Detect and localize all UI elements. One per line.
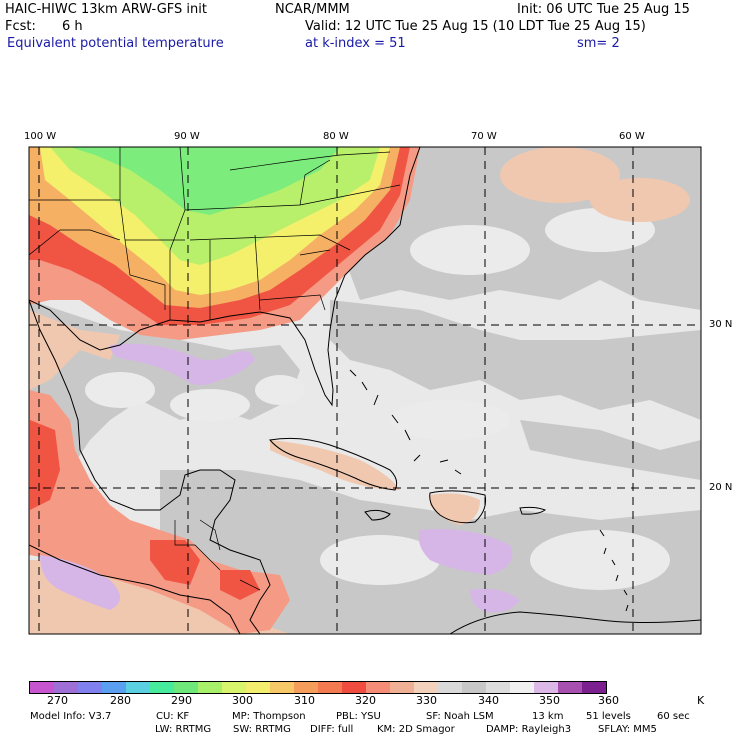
forecast-hour: 6 h [62, 19, 83, 34]
footer-pbl: PBL: YSU [336, 711, 381, 722]
colorbar-label-310: 310 [294, 694, 315, 707]
lat-label-20n: 20 N [709, 482, 733, 493]
footer-lw: LW: RRTMG [155, 724, 212, 735]
colorbar-label-300: 300 [232, 694, 253, 707]
colorbar-label-270: 270 [47, 694, 68, 707]
colorbar-label-340: 340 [478, 694, 499, 707]
colorbar-cell [414, 682, 438, 693]
organization: NCAR/MMM [275, 2, 350, 17]
forecast-label: Fcst: [5, 19, 36, 34]
footer-km: KM: 2D Smagor [377, 724, 455, 735]
colorbar-cell [246, 682, 270, 693]
coastlines [29, 147, 701, 634]
footer-timestep: 60 sec [657, 711, 690, 722]
colorbar-cell [150, 682, 174, 693]
state-borders [29, 147, 401, 320]
footer-sw: SW: RRTMG [233, 724, 291, 735]
colorbar-cell [30, 682, 54, 693]
colorbar-cell [294, 682, 318, 693]
colorbar-cell [318, 682, 342, 693]
lavender-field [40, 343, 520, 613]
footer-mp: MP: Thompson [232, 711, 306, 722]
colorbar-unit: K [697, 694, 705, 707]
colorbar-cell [126, 682, 150, 693]
us-land-field [29, 147, 420, 340]
colorbar-cell [174, 682, 198, 693]
model-title: HAIC-HIWC 13km ARW-GFS init [5, 2, 207, 17]
footer-levels: 51 levels [586, 711, 631, 722]
colorbar-label-330: 330 [416, 694, 437, 707]
footer-diff: DIFF: full [310, 724, 354, 735]
ocean-light-patches [85, 208, 670, 590]
lon-label-90w: 90 W [174, 131, 200, 142]
footer-cu: CU: KF [156, 711, 190, 722]
colorbar-cell [390, 682, 414, 693]
valid-time: Valid: 12 UTC Tue 25 Aug 15 (10 LDT Tue … [305, 19, 646, 34]
colorbar-cell [558, 682, 582, 693]
colorbar-cell [438, 682, 462, 693]
field-name: Equivalent potential temperature [7, 36, 224, 51]
init-time: Init: 06 UTC Tue 25 Aug 15 [517, 2, 690, 17]
footer-sf: SF: Noah LSM [426, 711, 494, 722]
lat-lon-grid [29, 147, 701, 634]
footer-resolution: 13 km [532, 711, 564, 722]
colorbar-cell [270, 682, 294, 693]
footer-sflay: SFLAY: MM5 [598, 724, 657, 735]
colorbar [29, 681, 607, 694]
colorbar-cell [486, 682, 510, 693]
colorbar-cell [102, 682, 126, 693]
lon-label-70w: 70 W [471, 131, 497, 142]
map-frame [28, 146, 702, 635]
colorbar-label-280: 280 [110, 694, 131, 707]
colorbar-label-320: 320 [355, 694, 376, 707]
colorbar-cell [534, 682, 558, 693]
footer-model-info: Model Info: V3.7 [30, 711, 112, 722]
lat-label-30n: 30 N [709, 319, 733, 330]
colorbar-cell [222, 682, 246, 693]
country-borders [174, 519, 261, 591]
colorbar-cell [366, 682, 390, 693]
colorbar-label-350: 350 [539, 694, 560, 707]
footer-damp: DAMP: Rayleigh3 [486, 724, 572, 735]
colorbar-cell [342, 682, 366, 693]
colorbar-cell [78, 682, 102, 693]
lon-label-60w: 60 W [619, 131, 645, 142]
colorbar-label-360: 360 [598, 694, 619, 707]
lon-label-100w: 100 W [24, 131, 57, 142]
colorbar-cell [198, 682, 222, 693]
colorbar-cell [510, 682, 534, 693]
level-info: at k-index = 51 [305, 36, 406, 51]
colorbar-cell [462, 682, 486, 693]
lon-label-80w: 80 W [323, 131, 349, 142]
colorbar-cell [582, 682, 606, 693]
colorbar-cell [54, 682, 78, 693]
smoothing-info: sm= 2 [577, 36, 620, 51]
colorbar-label-290: 290 [171, 694, 192, 707]
